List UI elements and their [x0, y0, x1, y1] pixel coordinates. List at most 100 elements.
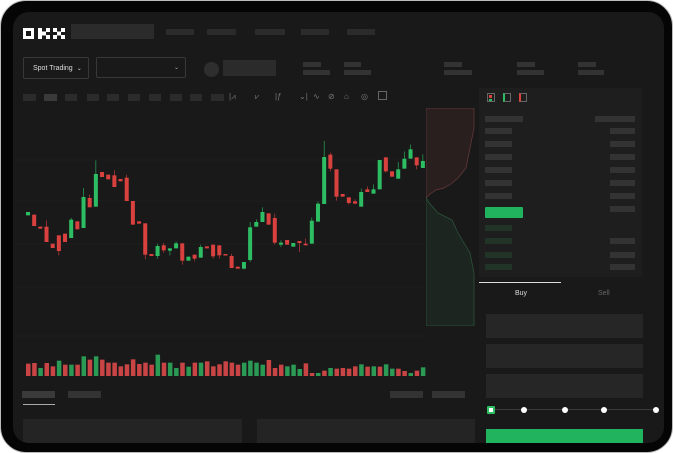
nav-item[interactable] — [255, 29, 285, 35]
interval-button[interactable] — [107, 94, 119, 101]
leverage-slider-track[interactable] — [491, 409, 656, 410]
candle — [383, 157, 388, 172]
tab-open-orders[interactable] — [22, 391, 55, 398]
candle — [377, 160, 382, 190]
pencil-icon[interactable]: ⊘ — [328, 92, 335, 101]
volume-bar — [56, 360, 62, 376]
filter-button[interactable] — [432, 391, 465, 398]
volume-bar — [32, 363, 37, 376]
candle — [235, 266, 240, 269]
coin-icon — [204, 62, 219, 77]
slider-step[interactable] — [562, 407, 568, 413]
volume-bar — [174, 368, 179, 376]
candle — [229, 256, 234, 268]
interval-button[interactable] — [149, 94, 161, 101]
tab-buy[interactable]: Buy — [515, 290, 528, 297]
candle — [365, 189, 370, 192]
pair-select-dropdown[interactable]: ⌄ — [96, 57, 186, 78]
assets-panel — [257, 419, 475, 443]
fullscreen-icon[interactable] — [378, 91, 387, 100]
candle — [149, 254, 154, 256]
ask-price — [485, 128, 512, 134]
slider-step[interactable] — [601, 407, 607, 413]
chevron-down-icon[interactable]: ⌄| — [299, 92, 308, 101]
interval-button[interactable] — [23, 94, 36, 101]
search-placeholder[interactable] — [71, 24, 154, 39]
interval-button[interactable] — [170, 94, 182, 101]
tab-sell[interactable]: Sell — [598, 290, 610, 297]
interval-button[interactable] — [128, 94, 140, 101]
volume-bar — [75, 364, 80, 376]
volume-bar — [322, 370, 327, 376]
interval-button[interactable] — [190, 94, 202, 101]
slider-step[interactable] — [521, 407, 527, 413]
price-input[interactable] — [486, 314, 643, 338]
candle — [248, 227, 253, 260]
indicator-icon[interactable]: |ƒ — [275, 92, 282, 101]
orderbook-both-icon[interactable] — [487, 93, 495, 102]
volume-bar — [124, 364, 130, 376]
interval-button[interactable] — [87, 94, 99, 101]
bid-price — [485, 238, 512, 244]
orderbook-bids-icon[interactable] — [503, 93, 511, 102]
ask-amount — [610, 128, 635, 134]
chart-style-icon[interactable]: ⩗ — [255, 92, 260, 101]
candle — [297, 241, 302, 243]
volume-bar — [112, 362, 117, 376]
slider-step[interactable] — [653, 407, 659, 413]
orderbook-asks-icon[interactable] — [519, 93, 527, 102]
volume-bar — [278, 364, 284, 376]
volume-bar — [303, 363, 309, 376]
volume-bar — [130, 359, 136, 376]
candle — [32, 214, 37, 226]
volume-bar — [420, 367, 426, 376]
candlestick-chart[interactable] — [16, 108, 426, 378]
volume-bar — [217, 364, 222, 376]
volume-bar — [371, 366, 377, 376]
candle — [112, 175, 117, 187]
slider-handle[interactable] — [487, 406, 495, 414]
filter-button[interactable] — [390, 391, 423, 398]
interval-button[interactable] — [65, 94, 77, 101]
total-input[interactable] — [486, 374, 643, 398]
candle — [198, 247, 203, 258]
ask-amount — [610, 167, 635, 173]
volume-bar — [383, 364, 389, 376]
nav-item[interactable] — [347, 29, 375, 35]
stat-label — [303, 62, 321, 67]
candle-type-icon[interactable]: |⩘ — [229, 92, 236, 101]
pair-name-placeholder — [223, 60, 276, 76]
okx-logo[interactable] — [23, 28, 65, 39]
volume-bar — [248, 360, 253, 376]
volume-bar — [100, 359, 105, 376]
tab-order-history[interactable] — [68, 391, 101, 398]
spot-trading-dropdown[interactable]: Spot Trading ⌄ — [23, 57, 89, 79]
volume-bar — [260, 364, 265, 376]
ask-amount — [610, 141, 635, 147]
buy-button[interactable] — [486, 429, 643, 443]
volume-bar — [149, 364, 154, 376]
settings-icon[interactable]: ◎ — [361, 92, 368, 101]
nav-item[interactable] — [301, 29, 329, 35]
volume-bar — [297, 369, 302, 376]
nav-item[interactable] — [166, 29, 194, 35]
candle — [75, 221, 80, 230]
volume-bar — [38, 368, 43, 376]
candle — [69, 219, 74, 238]
candle — [56, 235, 61, 251]
ask-amount — [610, 154, 635, 160]
candle — [285, 240, 290, 245]
volume-bar — [93, 356, 99, 376]
candle — [315, 203, 320, 222]
interval-button[interactable] — [44, 94, 57, 101]
screenshot-icon[interactable]: ⌂ — [344, 92, 349, 101]
interval-button[interactable] — [211, 94, 224, 101]
candle — [192, 254, 197, 259]
volume-bar — [223, 361, 228, 376]
candle — [260, 212, 265, 222]
candle — [204, 246, 209, 249]
amount-input[interactable] — [486, 344, 643, 368]
ask-amount — [610, 180, 635, 186]
line-tool-icon[interactable]: ∿ — [313, 92, 320, 101]
nav-item[interactable] — [207, 29, 236, 35]
